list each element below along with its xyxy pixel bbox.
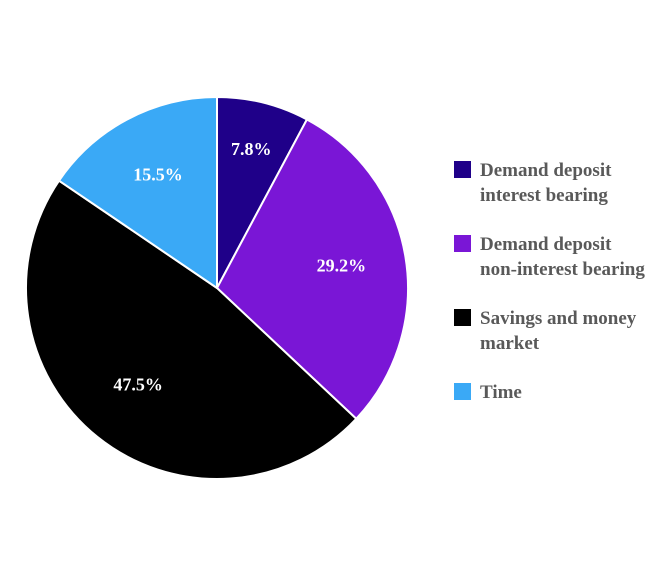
legend-label-demand-noninterest: Demand deposit non-interest bearing — [480, 234, 645, 280]
legend: Demand deposit interest bearing Demand de… — [454, 158, 672, 429]
data-label-time: 15.5% — [133, 165, 183, 185]
pie-slice-demand-interest — [216, 96, 308, 289]
data-label-savings-money-market: 47.5% — [113, 375, 163, 395]
legend-swatch-time — [454, 383, 471, 400]
legend-item-demand-noninterest: Demand deposit non-interest bearing — [454, 232, 672, 282]
legend-item-time: Time — [454, 380, 672, 405]
legend-swatch-demand-noninterest — [454, 235, 471, 252]
legend-item-savings-money-market: Savings and money market — [454, 306, 672, 356]
pie-slice-savings-money-market — [24, 179, 358, 480]
legend-swatch-savings-money-market — [454, 309, 471, 326]
legend-item-demand-interest: Demand deposit interest bearing — [454, 158, 672, 208]
pie-slices — [24, 96, 409, 480]
data-label-demand-noninterest: 29.2% — [317, 256, 367, 276]
pie-slice-demand-noninterest — [216, 118, 409, 420]
data-label-demand-interest: 7.8% — [231, 139, 272, 159]
pie-slice-time — [58, 96, 218, 289]
legend-swatch-demand-interest — [454, 161, 471, 178]
legend-label-demand-interest: Demand deposit interest bearing — [480, 160, 612, 206]
legend-label-time: Time — [480, 382, 522, 403]
legend-label-savings-money-market: Savings and money market — [480, 308, 637, 354]
pie-slice-labels: 7.8% 29.2% 47.5% 15.5% — [113, 139, 366, 394]
